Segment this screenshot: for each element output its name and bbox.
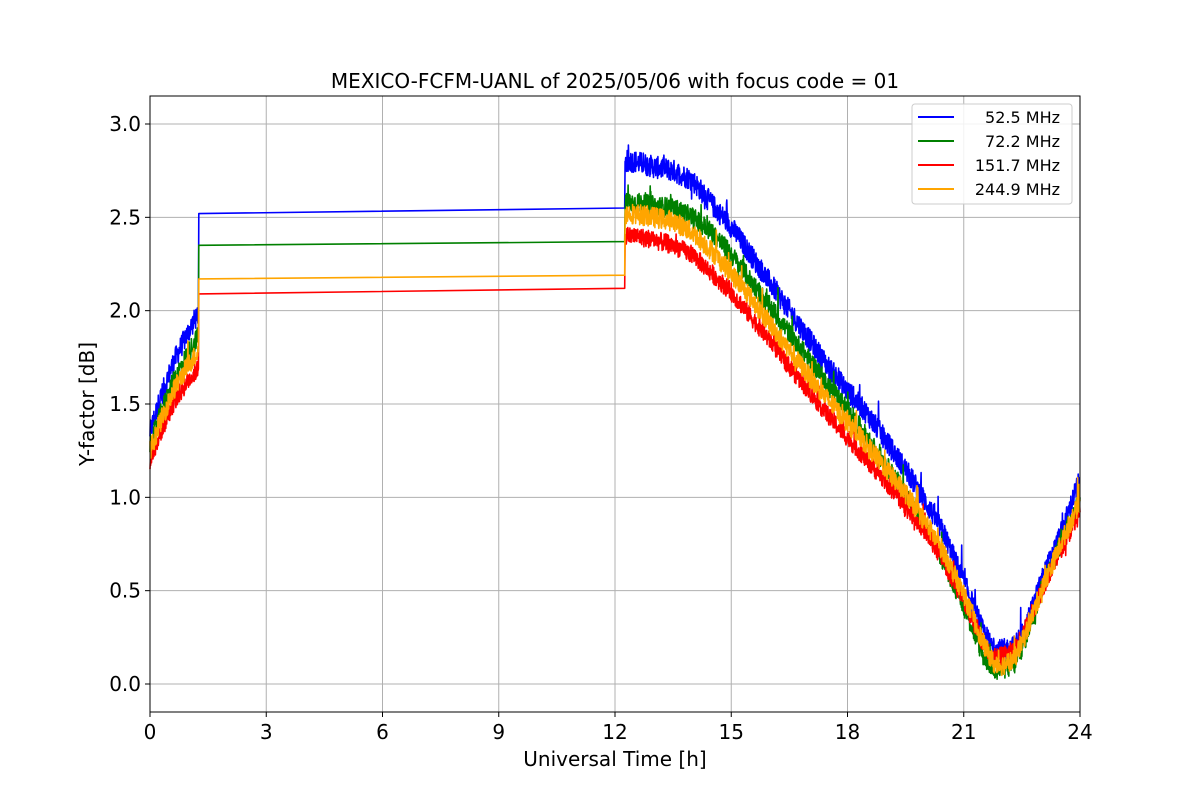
y-tick-label: 1.0: [109, 485, 141, 509]
legend-label: 72.2 MHz: [985, 132, 1060, 151]
x-axis-ticks: 0 3 6 9 12 15 18 21 24: [144, 712, 1093, 744]
x-axis-label: Universal Time [h]: [523, 747, 706, 771]
plot-lines: [149, 144, 1081, 680]
y-tick-label: 2.0: [109, 299, 141, 323]
y-tick-label: 3.0: [109, 112, 141, 136]
legend-label: 52.5 MHz: [985, 108, 1060, 127]
x-tick-label: 9: [492, 720, 505, 744]
series-line-244-9-mhz: [149, 203, 1081, 677]
chart-title: MEXICO-FCFM-UANL of 2025/05/06 with focu…: [331, 69, 899, 93]
x-tick-label: 12: [602, 720, 627, 744]
x-tick-label: 24: [1067, 720, 1092, 744]
x-tick-label: 6: [376, 720, 389, 744]
y-tick-label: 0.0: [109, 672, 141, 696]
legend-label: 151.7 MHz: [975, 156, 1060, 175]
legend-box: [911, 103, 1073, 205]
x-tick-label: 0: [144, 720, 157, 744]
legend: 52.5 MHz 72.2 MHz 151.7 MHz 244.9 MHz: [911, 103, 1073, 205]
y-axis-label: Y-factor [dB]: [75, 342, 99, 467]
series-line-151-7-mhz: [149, 226, 1081, 667]
y-tick-label: 2.5: [109, 205, 141, 229]
series-line-52-5-mhz: [149, 144, 1081, 663]
x-tick-label: 21: [951, 720, 976, 744]
grid-lines: [149, 96, 1081, 712]
y-tick-label: 0.5: [109, 579, 141, 603]
x-tick-label: 18: [835, 720, 860, 744]
y-tick-label: 1.5: [109, 392, 141, 416]
x-tick-label: 15: [719, 720, 744, 744]
x-tick-label: 3: [260, 720, 273, 744]
legend-label: 244.9 MHz: [975, 180, 1060, 199]
y-axis-ticks: 0.0 0.5 1.0 1.5 2.0 2.5 3.0: [109, 112, 150, 696]
